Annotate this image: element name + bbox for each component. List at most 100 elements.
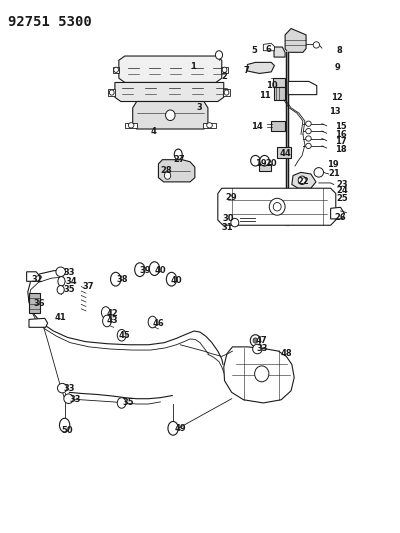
Ellipse shape [117, 398, 126, 408]
Text: 37: 37 [82, 282, 94, 291]
Ellipse shape [135, 263, 145, 277]
Text: 35: 35 [64, 285, 76, 294]
Text: 27: 27 [173, 155, 185, 164]
Text: 30: 30 [223, 214, 234, 223]
Text: 44: 44 [279, 149, 291, 158]
Polygon shape [115, 83, 224, 101]
Text: 1: 1 [190, 62, 196, 71]
Polygon shape [274, 87, 286, 100]
Text: 25: 25 [336, 194, 348, 203]
Ellipse shape [273, 203, 281, 211]
Text: 41: 41 [54, 313, 66, 322]
Ellipse shape [253, 344, 262, 354]
Text: 28: 28 [160, 166, 172, 175]
Text: 2: 2 [222, 71, 228, 80]
Ellipse shape [128, 123, 134, 128]
Polygon shape [125, 123, 138, 128]
Polygon shape [292, 172, 316, 188]
Ellipse shape [251, 156, 260, 166]
Ellipse shape [306, 143, 311, 149]
Ellipse shape [216, 51, 222, 59]
Text: 35: 35 [123, 398, 134, 407]
Polygon shape [133, 101, 208, 129]
Text: 33: 33 [64, 384, 75, 393]
Text: 31: 31 [221, 223, 233, 232]
Polygon shape [29, 293, 40, 313]
Ellipse shape [306, 128, 311, 134]
Text: 9: 9 [334, 63, 340, 72]
Polygon shape [285, 29, 306, 52]
Polygon shape [273, 78, 286, 87]
Polygon shape [158, 160, 195, 182]
Text: 24: 24 [336, 187, 348, 196]
Polygon shape [203, 123, 216, 128]
Polygon shape [119, 56, 222, 83]
Ellipse shape [58, 383, 67, 393]
Text: 34: 34 [66, 277, 77, 286]
Ellipse shape [306, 121, 311, 126]
Polygon shape [258, 164, 271, 171]
Text: 6: 6 [265, 45, 271, 54]
Text: 38: 38 [117, 275, 128, 284]
Ellipse shape [164, 172, 171, 179]
Ellipse shape [174, 149, 182, 160]
Text: 17: 17 [334, 137, 346, 146]
Text: 39: 39 [140, 266, 151, 274]
Text: 5: 5 [252, 46, 257, 55]
Text: 11: 11 [259, 91, 271, 100]
Text: 92751 5300: 92751 5300 [8, 15, 92, 29]
Ellipse shape [260, 156, 269, 166]
Text: 40: 40 [170, 276, 182, 285]
Text: 19: 19 [255, 159, 266, 168]
Text: 36: 36 [34, 299, 45, 308]
Text: 20: 20 [265, 159, 277, 168]
Polygon shape [277, 147, 291, 158]
Ellipse shape [110, 272, 121, 286]
Ellipse shape [168, 422, 178, 435]
Text: 8: 8 [336, 46, 342, 55]
Text: 43: 43 [106, 317, 118, 326]
Ellipse shape [58, 277, 65, 286]
Text: 21: 21 [329, 169, 340, 178]
Text: 23: 23 [336, 180, 348, 189]
Text: 14: 14 [251, 123, 262, 132]
Text: 10: 10 [266, 80, 278, 90]
Text: 48: 48 [281, 349, 292, 358]
Text: 12: 12 [331, 93, 342, 102]
Text: 32: 32 [32, 274, 43, 284]
Ellipse shape [114, 67, 118, 72]
Ellipse shape [166, 110, 175, 120]
Ellipse shape [64, 394, 73, 403]
Ellipse shape [250, 335, 260, 346]
Text: 3: 3 [196, 103, 202, 112]
Polygon shape [29, 318, 48, 327]
Polygon shape [274, 47, 285, 57]
Text: 22: 22 [297, 177, 309, 187]
Text: 19: 19 [327, 160, 338, 169]
Text: 46: 46 [152, 319, 164, 328]
Ellipse shape [224, 90, 229, 95]
Ellipse shape [60, 418, 70, 432]
Text: 42: 42 [106, 309, 118, 318]
Text: 40: 40 [154, 266, 166, 274]
Ellipse shape [313, 42, 320, 48]
Ellipse shape [117, 329, 126, 341]
Polygon shape [108, 90, 115, 96]
Polygon shape [113, 67, 119, 73]
Ellipse shape [298, 176, 306, 184]
Ellipse shape [314, 167, 324, 177]
Text: 33: 33 [69, 395, 81, 404]
Ellipse shape [102, 306, 110, 318]
Text: 49: 49 [174, 424, 186, 433]
Text: 7: 7 [244, 66, 249, 75]
Ellipse shape [253, 338, 258, 343]
Text: 13: 13 [329, 107, 340, 116]
Ellipse shape [207, 123, 212, 128]
Text: 33: 33 [64, 268, 75, 277]
Polygon shape [221, 67, 228, 73]
Text: 47: 47 [256, 336, 267, 345]
Ellipse shape [109, 90, 114, 95]
Text: 29: 29 [226, 193, 237, 202]
Polygon shape [27, 272, 40, 281]
Polygon shape [288, 82, 317, 95]
